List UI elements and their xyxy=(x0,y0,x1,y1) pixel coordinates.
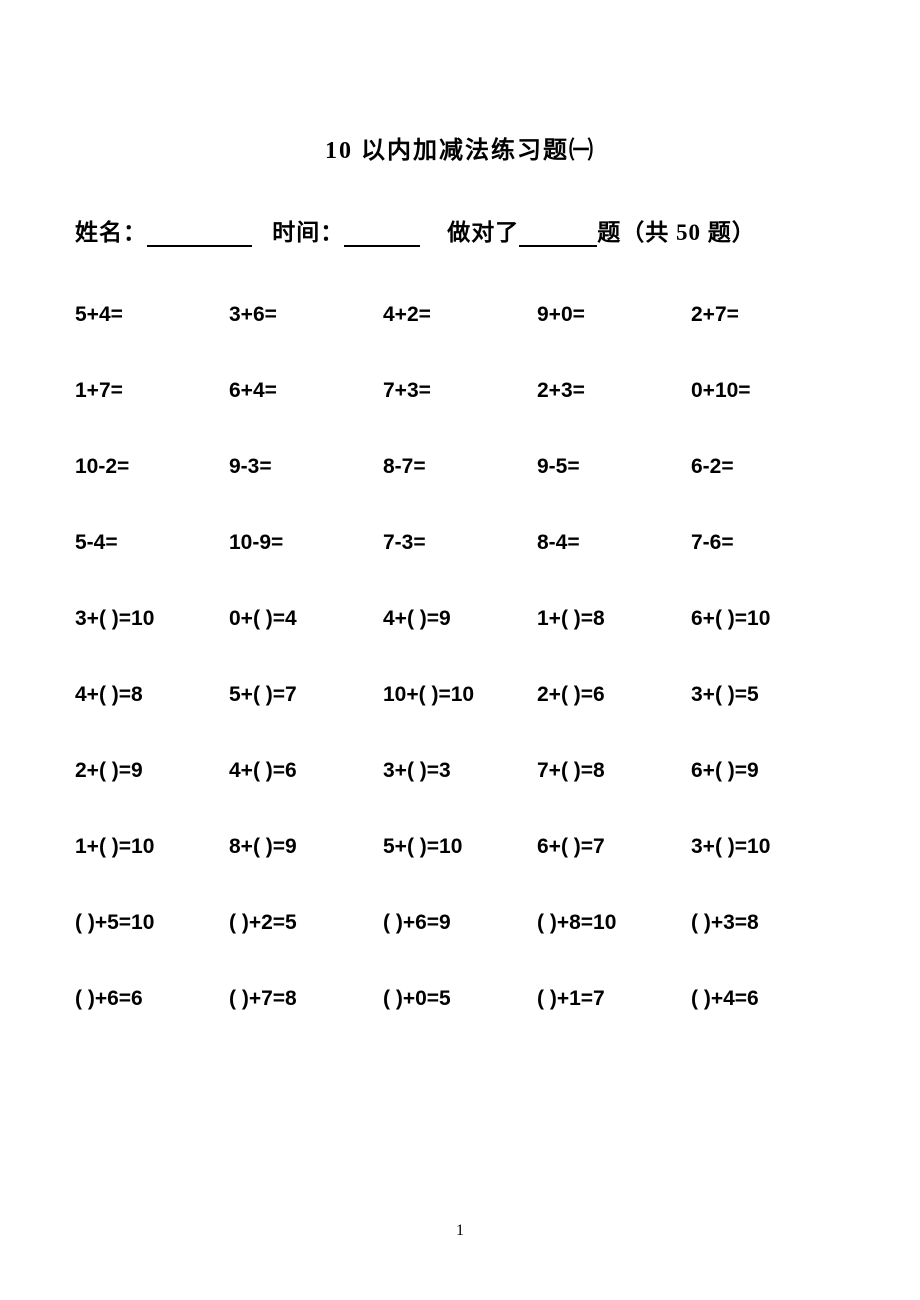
name-blank[interactable] xyxy=(147,225,252,247)
name-label: 姓名： xyxy=(75,220,147,245)
problem-cell: 3+( )=10 xyxy=(75,607,229,631)
problem-grid: 5+4=3+6=4+2=9+0=2+7= 1+7=6+4=7+3=2+3=0+10… xyxy=(75,303,845,1011)
correct-label: 做对了 xyxy=(447,220,519,245)
problem-cell: 7+3= xyxy=(383,379,537,403)
problem-cell: 2+3= xyxy=(537,379,691,403)
problem-row: ( )+5=10( )+2=5( )+6=9( )+8=10( )+3=8 xyxy=(75,911,845,935)
problem-row: ( )+6=6( )+7=8( )+0=5( )+1=7( )+4=6 xyxy=(75,987,845,1011)
problem-cell: 2+7= xyxy=(691,303,845,327)
problem-cell: 2+( )=6 xyxy=(537,683,691,707)
problem-cell: 0+10= xyxy=(691,379,845,403)
problem-cell: 10+( )=10 xyxy=(383,683,537,707)
problem-cell: 5+( )=10 xyxy=(383,835,537,859)
page-number: 1 xyxy=(0,1222,920,1240)
problem-cell: 2+( )=9 xyxy=(75,759,229,783)
problem-cell: 3+( )=5 xyxy=(691,683,845,707)
problem-cell: ( )+8=10 xyxy=(537,911,691,935)
problem-cell: 4+( )=6 xyxy=(229,759,383,783)
problem-cell: 9-5= xyxy=(537,455,691,479)
problem-cell: 5+( )=7 xyxy=(229,683,383,707)
problem-cell: 0+( )=4 xyxy=(229,607,383,631)
problem-cell: 7-6= xyxy=(691,531,845,555)
problem-cell: 1+7= xyxy=(75,379,229,403)
problem-cell: ( )+6=9 xyxy=(383,911,537,935)
problem-row: 1+( )=108+( )=95+( )=106+( )=73+( )=10 xyxy=(75,835,845,859)
problem-cell: 5-4= xyxy=(75,531,229,555)
problem-row: 5+4=3+6=4+2=9+0=2+7= xyxy=(75,303,845,327)
problem-cell: 6+( )=10 xyxy=(691,607,845,631)
problem-cell: 5+4= xyxy=(75,303,229,327)
problem-cell: ( )+3=8 xyxy=(691,911,845,935)
time-blank[interactable] xyxy=(344,225,420,247)
problem-cell: ( )+7=8 xyxy=(229,987,383,1011)
problem-cell: 9-3= xyxy=(229,455,383,479)
problem-cell: 4+( )=9 xyxy=(383,607,537,631)
problem-cell: 4+2= xyxy=(383,303,537,327)
problem-cell: ( )+6=6 xyxy=(75,987,229,1011)
problem-cell: ( )+1=7 xyxy=(537,987,691,1011)
page-title: 10 以内加减法练习题㈠ xyxy=(75,130,845,165)
problem-cell: 10-9= xyxy=(229,531,383,555)
problem-row: 1+7=6+4=7+3=2+3=0+10= xyxy=(75,379,845,403)
worksheet-header: 姓名： 时间： 做对了 题（共 50 题） xyxy=(75,213,845,247)
problem-cell: ( )+5=10 xyxy=(75,911,229,935)
problem-cell: 7-3= xyxy=(383,531,537,555)
problem-cell: 10-2= xyxy=(75,455,229,479)
problem-cell: 1+( )=10 xyxy=(75,835,229,859)
problem-row: 10-2=9-3=8-7=9-5=6-2= xyxy=(75,455,845,479)
problem-cell: ( )+4=6 xyxy=(691,987,845,1011)
problem-cell: 7+( )=8 xyxy=(537,759,691,783)
problem-cell: 8-4= xyxy=(537,531,691,555)
problem-cell: 3+6= xyxy=(229,303,383,327)
problem-cell: 3+( )=3 xyxy=(383,759,537,783)
problem-row: 4+( )=85+( )=710+( )=102+( )=63+( )=5 xyxy=(75,683,845,707)
problem-cell: ( )+2=5 xyxy=(229,911,383,935)
problem-row: 5-4=10-9=7-3=8-4=7-6= xyxy=(75,531,845,555)
problem-cell: 6-2= xyxy=(691,455,845,479)
problem-cell: ( )+0=5 xyxy=(383,987,537,1011)
problem-cell: 8-7= xyxy=(383,455,537,479)
problem-cell: 1+( )=8 xyxy=(537,607,691,631)
problem-cell: 8+( )=9 xyxy=(229,835,383,859)
correct-blank[interactable] xyxy=(519,225,597,247)
problem-cell: 6+( )=7 xyxy=(537,835,691,859)
problem-cell: 6+4= xyxy=(229,379,383,403)
problem-row: 3+( )=100+( )=44+( )=91+( )=86+( )=10 xyxy=(75,607,845,631)
time-label: 时间： xyxy=(272,220,344,245)
total-label: 题（共 50 题） xyxy=(597,220,756,245)
problem-cell: 9+0= xyxy=(537,303,691,327)
problem-cell: 4+( )=8 xyxy=(75,683,229,707)
problem-row: 2+( )=94+( )=63+( )=37+( )=86+( )=9 xyxy=(75,759,845,783)
problem-cell: 3+( )=10 xyxy=(691,835,845,859)
problem-cell: 6+( )=9 xyxy=(691,759,845,783)
